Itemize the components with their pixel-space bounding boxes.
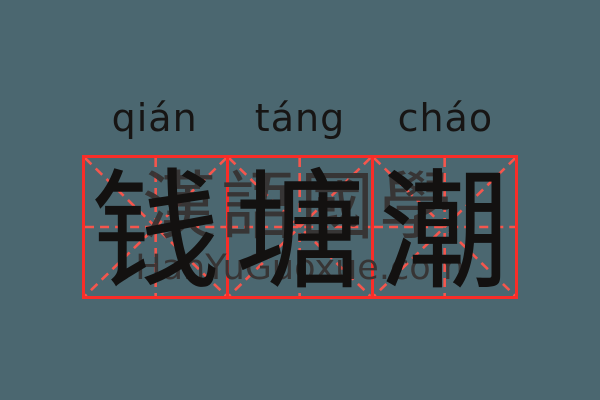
grid-guides-icon [373,158,515,296]
pinyin-syllable-3: cháo [397,96,494,141]
grid-cell-2: 塘 [229,158,374,297]
pinyin-syllable-1: qián [111,96,198,141]
hanzi-character-2: 塘 [234,156,365,308]
pinyin-cell: cháo [373,90,518,140]
grid-guides-icon [85,158,227,296]
pinyin-row: qián táng cháo [82,90,518,140]
hanzi-character-3: 潮 [379,156,510,308]
grid-cell-3: 潮 [373,158,515,297]
pinyin-cell: táng [227,90,372,140]
pinyin-syllable-2: táng [254,96,346,141]
pinyin-cell: qián [82,90,227,140]
grid-guides-icon [229,158,371,296]
character-grid: 钱 塘 潮 [82,155,518,299]
grid-cell-1: 钱 [85,158,230,297]
hanzi-character-1: 钱 [90,156,221,308]
